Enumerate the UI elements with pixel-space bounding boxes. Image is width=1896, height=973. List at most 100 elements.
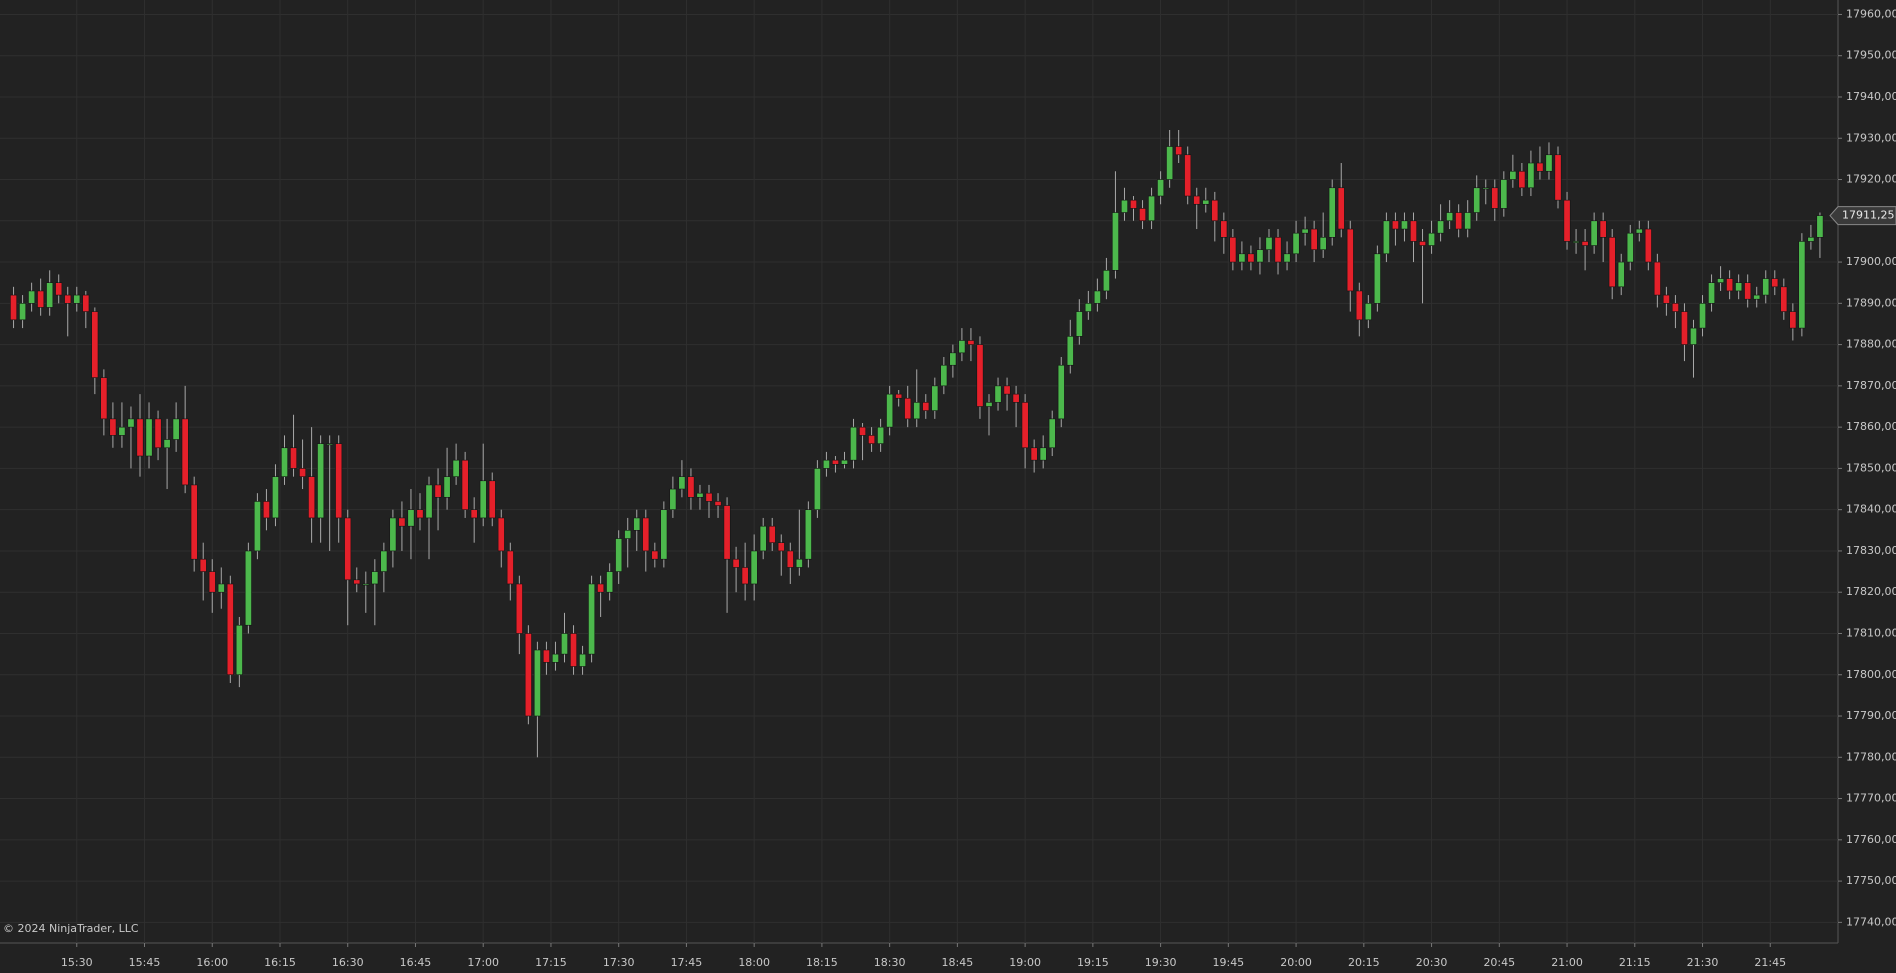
x-tick-label: 19:15 <box>1077 956 1109 969</box>
candle-body <box>570 633 577 667</box>
candle-body <box>389 517 397 552</box>
x-tick-label: 16:00 <box>196 956 228 969</box>
candle-body <box>1572 241 1580 243</box>
candle-body <box>190 484 198 560</box>
candle-body <box>1744 282 1752 300</box>
candle-body <box>1021 402 1029 449</box>
candle-body <box>1175 146 1183 156</box>
candle-body <box>163 439 171 449</box>
x-tick-label: 16:30 <box>332 956 364 969</box>
candle-body <box>1003 385 1011 395</box>
candle-body <box>1382 220 1390 255</box>
candle-body <box>669 488 677 510</box>
candle-body <box>226 583 234 676</box>
candle-body <box>1726 278 1734 292</box>
candle-body <box>1509 170 1517 180</box>
candle-body <box>1075 311 1083 337</box>
candle-body <box>1337 187 1345 230</box>
y-tick-label: 17800,00 <box>1846 668 1896 681</box>
candle-body <box>533 649 541 717</box>
candle-body <box>335 443 343 519</box>
candle-body <box>1328 187 1336 238</box>
candle-body <box>1355 290 1363 321</box>
candle-body <box>1816 215 1824 238</box>
candle-body <box>55 282 63 296</box>
candle-body <box>64 294 72 304</box>
candle-body <box>398 517 406 527</box>
candle-body <box>172 418 180 440</box>
candle-body <box>967 340 975 345</box>
candle-body <box>235 624 243 676</box>
candle-body <box>1473 187 1481 213</box>
candle-body <box>1644 228 1652 263</box>
candle-body <box>181 418 189 486</box>
candle-body <box>606 571 614 593</box>
candle-body <box>19 303 27 321</box>
y-tick-label: 17950,00 <box>1846 49 1896 62</box>
candle-body <box>217 583 225 593</box>
candle-body <box>1518 170 1526 189</box>
candle-body <box>109 418 117 436</box>
candle-body <box>750 550 758 585</box>
candle-body <box>118 426 126 436</box>
candle-body <box>714 501 722 506</box>
candle-body <box>1193 195 1201 205</box>
candle-body <box>1030 447 1038 461</box>
candle-body <box>1699 303 1706 329</box>
candle-body <box>1220 220 1228 238</box>
candle-body <box>1111 212 1119 271</box>
candle-body <box>479 480 487 519</box>
candle-body <box>850 426 857 461</box>
candle-body <box>1455 212 1463 230</box>
candle-body <box>1662 294 1670 304</box>
candle-body <box>1148 195 1156 222</box>
candle-body <box>561 633 568 655</box>
y-tick-label: 17880,00 <box>1846 338 1896 351</box>
candle-body <box>777 542 785 552</box>
y-tick-label: 17840,00 <box>1846 503 1896 516</box>
copyright: © 2024 NinjaTrader, LLC <box>3 922 139 935</box>
y-tick-label: 17820,00 <box>1846 585 1896 598</box>
candle-body <box>886 393 894 428</box>
candle-body <box>723 505 731 560</box>
candle-body <box>1482 187 1490 190</box>
x-tick-label: 17:30 <box>603 956 635 969</box>
candle-body <box>1157 179 1165 197</box>
candle-body <box>290 447 297 469</box>
x-tick-label: 19:45 <box>1212 956 1244 969</box>
candle-body <box>1229 236 1237 263</box>
candle-body <box>1680 311 1688 345</box>
candle-body <box>506 550 514 585</box>
x-tick-label: 15:45 <box>129 956 161 969</box>
candle-body <box>136 418 144 457</box>
y-tick-label: 17830,00 <box>1846 544 1896 557</box>
x-tick-label: 18:30 <box>874 956 906 969</box>
candle-body <box>1066 336 1074 366</box>
candle-body <box>1012 393 1020 403</box>
candle-body <box>1274 236 1282 263</box>
candle-body <box>542 649 550 663</box>
candle-body <box>380 550 388 572</box>
candle-body <box>931 385 939 411</box>
candle-body <box>1500 179 1508 209</box>
y-tick-label: 17750,00 <box>1846 874 1896 887</box>
candle-body <box>317 443 325 519</box>
candle-body <box>46 282 54 308</box>
candle-body <box>922 402 930 411</box>
candle-body <box>1798 241 1806 329</box>
candle-body <box>1807 236 1815 242</box>
candle-body <box>1310 228 1318 250</box>
x-tick-label: 16:15 <box>264 956 296 969</box>
candle-body <box>741 567 749 585</box>
candle-body <box>1247 253 1255 263</box>
candle-body <box>1789 311 1797 329</box>
last-price-label: 17911,25 <box>1842 209 1895 222</box>
x-tick-label: 20:30 <box>1416 956 1448 969</box>
candle-body <box>1039 447 1047 461</box>
x-tick-label: 18:15 <box>806 956 838 969</box>
candle-body <box>759 525 767 552</box>
candle-body <box>1391 220 1399 230</box>
candle-body <box>1608 236 1616 288</box>
y-tick-label: 17960,00 <box>1846 7 1896 20</box>
